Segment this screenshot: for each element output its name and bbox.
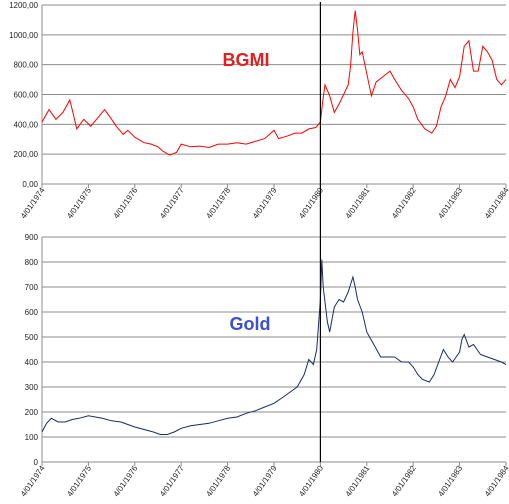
- y-tick-label: 100: [25, 433, 39, 442]
- x-tick-label: 4/01/1979: [251, 186, 279, 221]
- y-tick-label: 500: [25, 333, 39, 342]
- gold-axes: [41, 237, 507, 466]
- y-tick-label: 800,00: [14, 61, 39, 70]
- x-tick-label: 4/01/1979: [251, 464, 279, 499]
- x-tick-label: 4/01/1976: [112, 186, 140, 221]
- x-tick-label: 4/01/1976: [112, 464, 140, 499]
- y-tick-label: 600: [25, 308, 39, 317]
- bgmi-chart: 0,00 200,00 400,00 600,00 800,00 1000,00 1200,…: [9, 1, 509, 220]
- x-tick-label: 4/01/1978: [204, 186, 232, 221]
- y-tick-label: 200,00: [14, 150, 39, 159]
- y-tick-label: 0,00: [22, 180, 38, 189]
- x-tick-label: 4/01/1984: [483, 464, 509, 499]
- x-tick-label: 4/01/1974: [19, 464, 47, 499]
- bgmi-gridlines: [42, 4, 506, 185]
- y-tick-label: 300: [25, 383, 39, 392]
- bgmi-x-tick-labels: 4/01/1974 4/01/1975 4/01/1976 4/01/1977 4/01…: [19, 186, 509, 221]
- y-tick-label: 600,00: [14, 91, 39, 100]
- x-tick-label: 4/01/1980: [297, 464, 325, 499]
- x-tick-label: 4/01/1975: [65, 186, 93, 221]
- x-tick-label: 4/01/1974: [19, 186, 47, 221]
- y-tick-label: 800: [25, 258, 39, 267]
- x-tick-label: 4/01/1980: [297, 186, 325, 221]
- x-tick-label: 4/01/1984: [483, 186, 509, 221]
- bgmi-series-line: [41, 10, 507, 156]
- y-tick-label: 1200,00: [9, 1, 38, 10]
- bgmi-y-tick-labels: 0,00 200,00 400,00 600,00 800,00 1000,00 1200,…: [9, 1, 38, 189]
- gold-gridlines: [42, 236, 506, 463]
- bgmi-title: BGMI: [223, 50, 270, 70]
- x-tick-label: 4/01/1981: [344, 464, 372, 499]
- bgmi-axes: [41, 5, 507, 188]
- x-tick-label: 4/01/1977: [158, 464, 186, 499]
- x-tick-label: 4/01/1983: [436, 464, 464, 499]
- x-tick-label: 4/01/1981: [344, 186, 372, 221]
- y-tick-label: 900: [25, 233, 39, 242]
- x-tick-label: 4/01/1978: [204, 464, 232, 499]
- y-tick-label: 400,00: [14, 120, 39, 129]
- y-tick-label: 1000,00: [9, 31, 38, 40]
- x-tick-label: 4/01/1975: [65, 464, 93, 499]
- gold-x-tick-labels: 4/01/1974 4/01/1975 4/01/1976 4/01/1977 4/01…: [19, 464, 509, 499]
- x-tick-label: 4/01/1983: [436, 186, 464, 221]
- y-tick-label: 200: [25, 408, 39, 417]
- y-tick-label: 400: [25, 358, 39, 367]
- gold-y-tick-labels: 0 100 200 300 400 500 600 700 800 900: [25, 233, 39, 467]
- x-tick-label: 4/01/1982: [390, 186, 418, 221]
- gold-title: Gold: [230, 314, 271, 334]
- x-tick-label: 4/01/1982: [390, 464, 418, 499]
- y-tick-label: 0: [34, 458, 39, 467]
- y-tick-label: 700: [25, 283, 39, 292]
- x-tick-label: 4/01/1977: [158, 186, 186, 221]
- gold-series-line: [41, 259, 507, 435]
